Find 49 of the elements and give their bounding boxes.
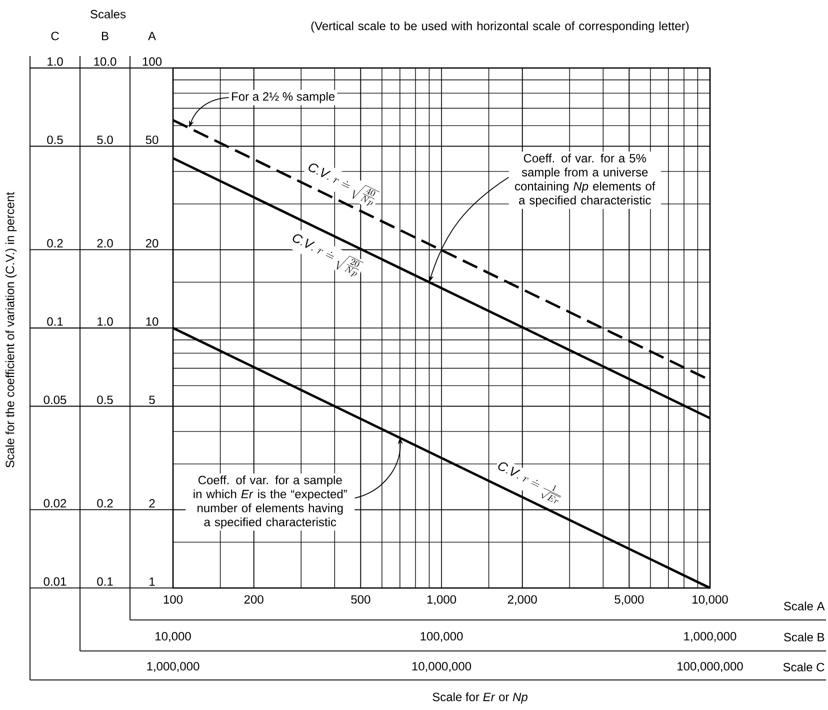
y-tick-label: 50 xyxy=(146,136,158,144)
y-tick-label: 5 xyxy=(149,396,155,404)
text: Scale B xyxy=(784,632,824,642)
x-tick-label: 5,000 xyxy=(614,595,644,606)
x-tick-label: 1,000 xyxy=(427,595,456,606)
text: Scale A xyxy=(784,602,825,610)
text: 1,000,000 xyxy=(684,632,736,642)
text: 100,000,000 xyxy=(678,662,743,672)
text: 0.1 xyxy=(97,577,113,586)
x-tick-label: 10,000 xyxy=(692,595,728,606)
text: 0.02 xyxy=(44,499,66,508)
text: Scale for Er or Np xyxy=(432,692,528,704)
text: A xyxy=(148,32,156,40)
chart-title: (Vertical scale to be used with horizontal scale of corresponding letter) xyxy=(311,21,689,33)
annotation: Coeff. of var. for a sample in which Er is the “expected” number of elements having a specified characteristic xyxy=(194,476,347,529)
text: 10.0 xyxy=(94,57,116,66)
text: 10,000 xyxy=(156,632,191,642)
y-tick-label: 20 xyxy=(146,239,158,248)
text: Scale for the coefficient of variation (C.V.) in percent xyxy=(5,192,17,468)
x-tick-label: 100 xyxy=(164,595,183,604)
text: 10,000,000 xyxy=(412,662,472,672)
text: 0.01 xyxy=(44,577,66,586)
text: 1.0 xyxy=(48,57,63,66)
text: 0.5 xyxy=(47,136,63,144)
text: 0.1 xyxy=(47,317,63,326)
text: 100,000 xyxy=(420,632,463,642)
annotation: For a 2½ % sample xyxy=(232,92,335,104)
text: B xyxy=(102,32,108,40)
text: 0.05 xyxy=(44,396,66,404)
text: 2.0 xyxy=(97,239,113,248)
text: Scales xyxy=(90,10,126,18)
text: 0.5 xyxy=(97,396,113,404)
y-tick-label: 10 xyxy=(146,317,158,326)
y-tick-label: 1 xyxy=(150,578,155,586)
y-tick-label: 100 xyxy=(142,57,162,66)
x-tick-label: 2,000 xyxy=(508,595,537,606)
text: 1.0 xyxy=(98,317,113,326)
x-tick-label: 200 xyxy=(244,595,264,604)
text: 0.2 xyxy=(47,239,63,248)
series-label: $\mathit{C.V.}\ r \doteq \frac{1}{\sqrt{Er}}$ xyxy=(498,462,562,504)
series-label: $\mathit{C.V.}\ r \doteq \sqrt{\frac{40}{Np}}$ xyxy=(308,164,380,206)
text: Scale C xyxy=(783,662,824,672)
text: 0.2 xyxy=(97,499,113,508)
text: C xyxy=(51,32,59,40)
x-tick-label: 500 xyxy=(351,595,370,604)
y-tick-label: 2 xyxy=(149,499,155,508)
annotation: Coeff. of var. for a 5% sample from a universe containing Np elements of a specified characteristic xyxy=(515,154,656,207)
text: 1,000,000 xyxy=(147,662,200,672)
text: 5.0 xyxy=(97,136,113,144)
